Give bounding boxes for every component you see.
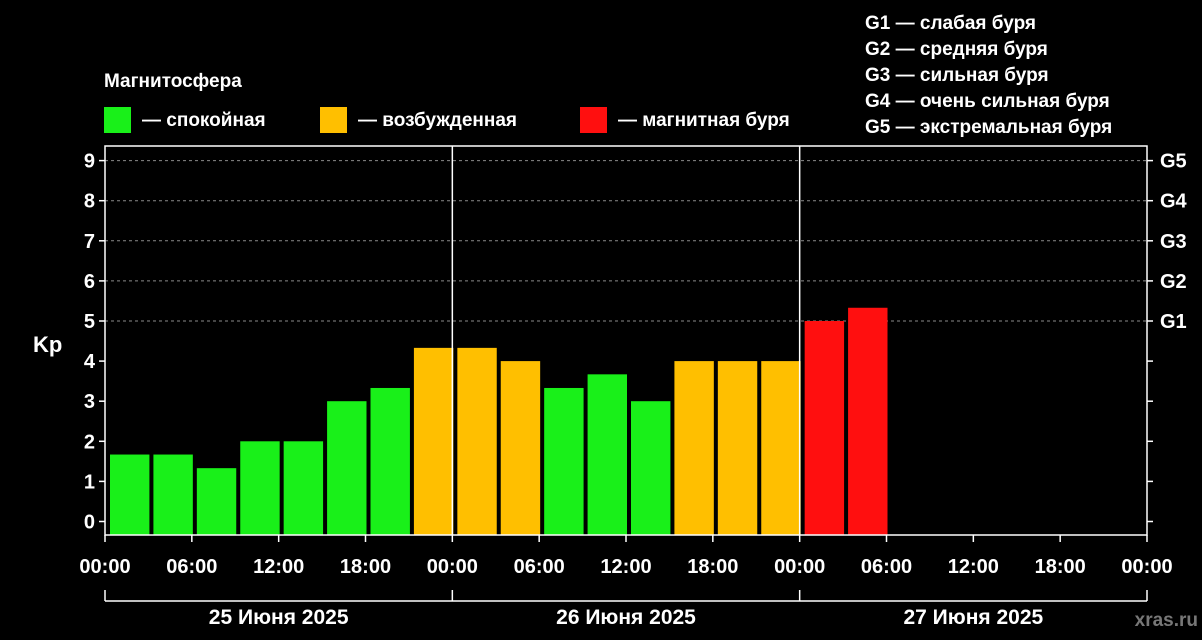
x-tick-label-8: 00:00 — [774, 556, 825, 578]
y-tick-label-8: 8 — [84, 191, 95, 213]
y-tick-label-0: 0 — [84, 512, 95, 534]
x-tick-label-0: 00:00 — [79, 556, 130, 578]
bar-4 — [283, 441, 324, 535]
g-level-label-G3: G3 — [1160, 231, 1187, 253]
y-tick-label-9: 9 — [84, 151, 95, 173]
day-label-1: 26 Июня 2025 — [556, 606, 696, 629]
y-tick-label-1: 1 — [84, 471, 95, 493]
x-tick-label-7: 18:00 — [687, 556, 738, 578]
magnetosphere-legend: Магнитосфера — спокойная — возбужденная — … — [104, 71, 790, 133]
legend-title: Магнитосфера — [104, 71, 242, 92]
bar-10 — [544, 387, 584, 535]
bar-9 — [500, 361, 541, 535]
y-tick-label-5: 5 — [84, 311, 95, 333]
legend-label-2: — магнитная буря — [618, 110, 790, 131]
bar-8 — [457, 347, 497, 535]
bar-3 — [240, 441, 280, 535]
bar-2 — [196, 468, 237, 535]
y-tick-label-2: 2 — [84, 431, 95, 453]
tick-labels: 0 1 2 3 4 5 6 7 8 9 G1 G2 G3 G4 G5 00:00 06:00 12:00 18:00… — [79, 151, 1187, 629]
x-tick-label-4: 00:00 — [427, 556, 478, 578]
storm-scale-line-0: G1 — слабая буря — [865, 13, 1036, 34]
y-tick-label-7: 7 — [84, 231, 95, 253]
g-level-label-G4: G4 — [1160, 191, 1188, 213]
bar-6 — [370, 387, 410, 535]
bar-5 — [327, 401, 367, 535]
legend-label-1: — возбужденная — [358, 110, 517, 131]
x-tick-label-3: 18:00 — [340, 556, 391, 578]
bars — [110, 307, 888, 535]
y-axis-label: Kp — [33, 332, 62, 357]
bar-14 — [717, 361, 758, 535]
legend-swatch-0 — [104, 107, 131, 133]
g-level-label-G2: G2 — [1160, 271, 1187, 293]
x-tick-label-2: 12:00 — [253, 556, 304, 578]
day-label-2: 27 Июня 2025 — [903, 606, 1043, 629]
storm-scale-line-1: G2 — средняя буря — [865, 39, 1048, 60]
x-tick-label-12: 00:00 — [1121, 556, 1172, 578]
storm-scale-legend: G1 — слабая буря G2 — средняя буря G3 — си… — [865, 13, 1112, 138]
bar-0 — [110, 454, 150, 535]
bar-1 — [153, 454, 193, 535]
x-tick-label-5: 06:00 — [514, 556, 565, 578]
watermark: xras.ru — [1135, 610, 1198, 631]
bar-17 — [848, 307, 888, 535]
y-tick-label-4: 4 — [84, 351, 96, 373]
bar-15 — [761, 361, 801, 535]
bar-12 — [631, 401, 671, 535]
y-tick-label-3: 3 — [84, 391, 95, 413]
bar-13 — [674, 361, 714, 535]
y-tick-label-6: 6 — [84, 271, 95, 293]
bar-7 — [413, 347, 454, 535]
x-tick-label-11: 18:00 — [1035, 556, 1086, 578]
bar-16 — [804, 321, 845, 535]
storm-scale-line-3: G4 — очень сильная буря — [865, 91, 1110, 112]
x-tick-label-6: 12:00 — [600, 556, 651, 578]
x-tick-label-10: 12:00 — [948, 556, 999, 578]
bar-11 — [587, 374, 627, 535]
g-level-label-G5: G5 — [1160, 151, 1187, 173]
storm-scale-line-4: G5 — экстремальная буря — [865, 117, 1112, 138]
g-level-label-G1: G1 — [1160, 311, 1187, 333]
x-tick-label-9: 06:00 — [861, 556, 912, 578]
x-tick-label-1: 06:00 — [166, 556, 217, 578]
day-label-0: 25 Июня 2025 — [209, 606, 349, 629]
grid-lines — [105, 160, 1147, 322]
storm-scale-line-2: G3 — сильная буря — [865, 65, 1049, 86]
legend-label-0: — спокойная — [142, 110, 266, 131]
legend-swatch-1 — [320, 107, 347, 133]
legend-swatch-2 — [580, 107, 607, 133]
